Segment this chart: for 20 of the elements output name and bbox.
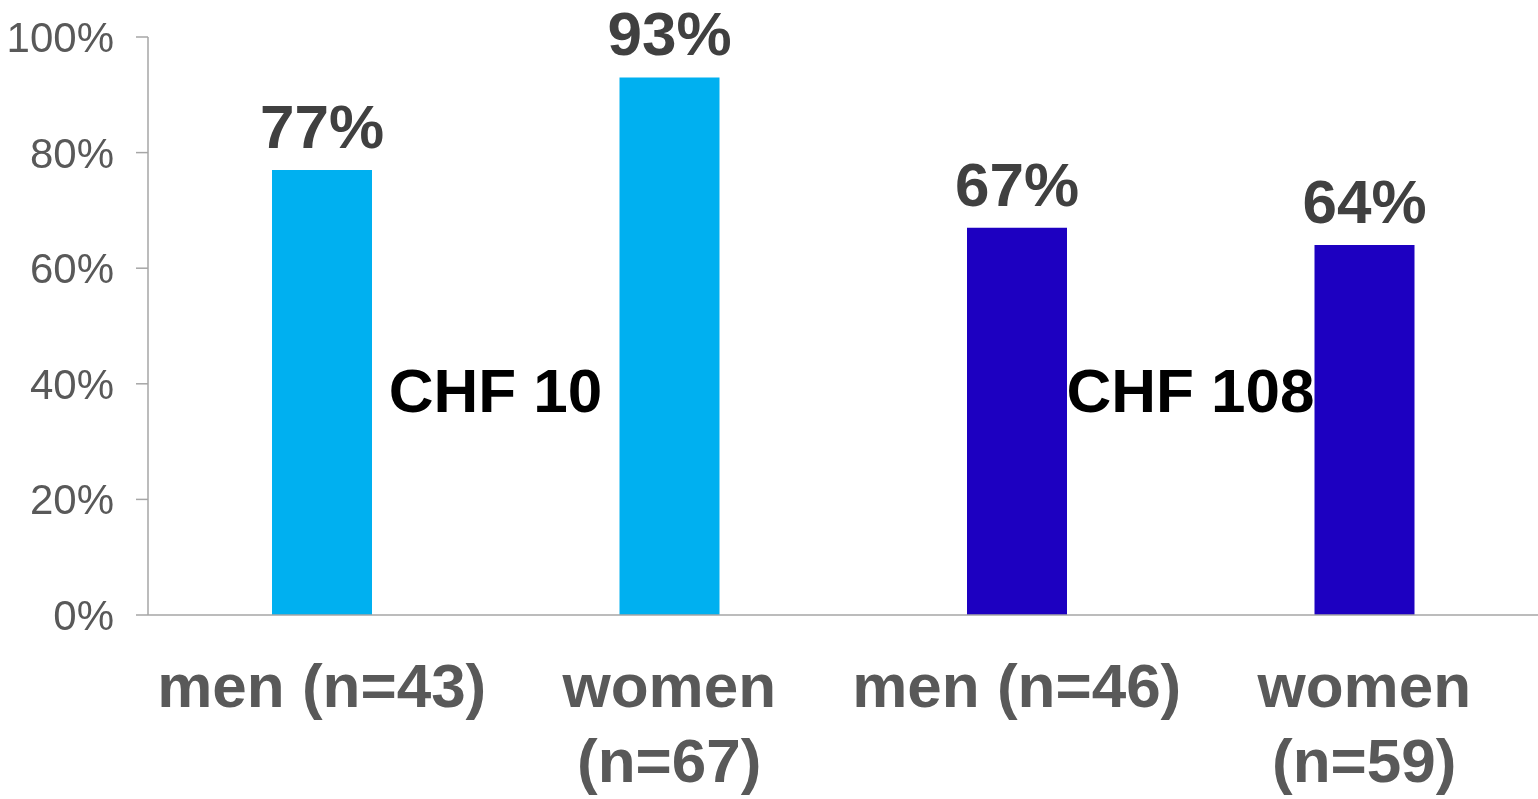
x-tick-label: women (n=67) [561,651,777,795]
x-tick-label: women (n=59) [1256,651,1472,795]
y-tick-label: 80% [29,129,114,177]
data-label: 77% [259,91,385,161]
bar [272,169,372,615]
annotation: CHF 10 [388,355,603,425]
y-tick-label: 100% [6,13,114,61]
data-label: 64% [1302,167,1427,237]
y-tick-label: 60% [29,245,114,293]
x-tick-label: men (n=43) [157,651,487,720]
bar [1314,245,1415,615]
data-label: 93% [607,0,732,69]
x-tick-label: men (n=46) [852,651,1182,720]
bar [619,77,720,615]
bar [967,227,1067,615]
y-tick-label: 0% [53,591,114,639]
data-label: 67% [954,149,1080,219]
annotation: CHF 108 [1066,355,1315,425]
y-tick-label: 40% [29,360,114,408]
y-tick-label: 20% [29,476,114,524]
